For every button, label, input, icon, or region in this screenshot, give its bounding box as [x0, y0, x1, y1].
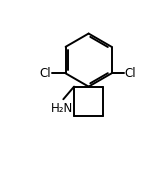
Text: H₂N: H₂N	[51, 102, 73, 115]
Text: Cl: Cl	[39, 67, 51, 80]
Text: Cl: Cl	[125, 67, 136, 80]
